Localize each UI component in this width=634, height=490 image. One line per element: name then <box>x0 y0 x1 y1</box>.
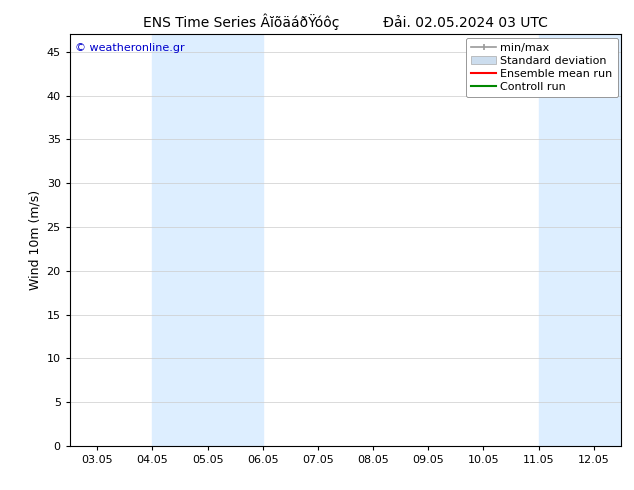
Bar <box>152 34 262 446</box>
Y-axis label: Wind 10m (m/s): Wind 10m (m/s) <box>28 190 41 290</box>
Bar <box>538 34 627 446</box>
Legend: min/max, Standard deviation, Ensemble mean run, Controll run: min/max, Standard deviation, Ensemble me… <box>466 38 618 97</box>
Text: © weatheronline.gr: © weatheronline.gr <box>75 43 185 52</box>
Title: ENS Time Series ÂĭõäáðŸóôç          Đải. 02.05.2024 03 UTC: ENS Time Series ÂĭõäáðŸóôç Đải. 02.05.20… <box>143 14 548 30</box>
